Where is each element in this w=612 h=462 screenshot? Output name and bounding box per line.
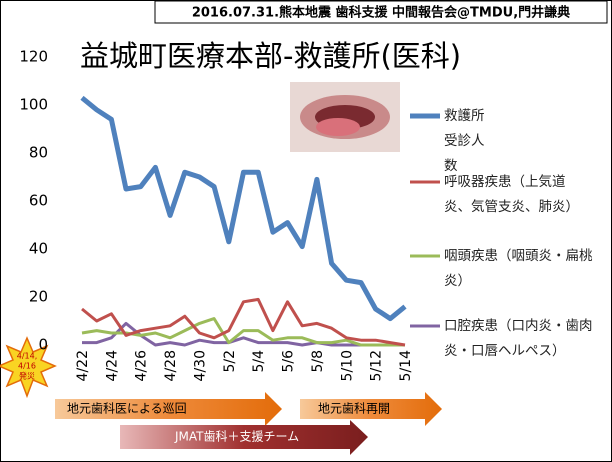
y-tick-label: 120 [19, 48, 48, 66]
legend-entry: 口腔疾患（口内炎・歯肉炎・口唇ヘルペス） [444, 314, 596, 364]
legend-entry: 咽頭疾患（咽頭炎・扁桃炎） [444, 244, 596, 294]
y-tick-label: 40 [29, 240, 48, 258]
x-tick-label: 4/22 [75, 350, 91, 381]
slide: 2016.07.31.熊本地震 歯科支援 中間報告会@TMDU,門井謙典 益城町… [0, 0, 612, 462]
legend-entry: 呼吸器疾患（上気道炎、気管支炎、肺炎） [444, 170, 592, 220]
annotation: 地元歯科再開 [318, 402, 390, 416]
x-tick-label: 5/2 [222, 350, 238, 373]
y-tick-label: 100 [19, 96, 48, 114]
x-tick-label: 5/6 [281, 350, 297, 373]
x-tick-label: 5/8 [310, 350, 326, 373]
series-line [82, 319, 405, 345]
annotation: 4/16 [18, 362, 36, 371]
x-tick-label: 4/24 [104, 350, 120, 382]
x-tick-label: 5/14 [398, 350, 414, 382]
annotation: 地元歯科医による巡回 [67, 402, 187, 416]
x-tick-label: 5/12 [369, 350, 385, 381]
legend-entry: 救護所受診人数 [444, 104, 492, 179]
x-tick-label: 4/28 [163, 350, 179, 381]
annotation: 発災 [19, 372, 35, 381]
annotation: 4/14, [17, 352, 38, 361]
annotation: JMAT歯科＋支援チーム [174, 430, 299, 444]
x-tick-label: 4/30 [192, 350, 208, 381]
y-tick-label: 80 [29, 144, 48, 162]
header: 2016.07.31.熊本地震 歯科支援 中間報告会@TMDU,門井謙典 [192, 5, 570, 21]
x-tick-label: 4/26 [134, 350, 150, 382]
x-tick-label: 5/10 [339, 350, 355, 381]
y-tick-label: 20 [29, 288, 48, 306]
photo [290, 82, 400, 152]
chart-title: 益城町医療本部-救護所(医科) [80, 39, 461, 73]
y-tick-label: 60 [29, 192, 48, 210]
chart: 2016.07.31.熊本地震 歯科支援 中間報告会@TMDU,門井謙典 益城町… [0, 0, 612, 462]
x-tick-label: 5/4 [251, 350, 267, 373]
y-tick-label: 0 [38, 336, 48, 354]
